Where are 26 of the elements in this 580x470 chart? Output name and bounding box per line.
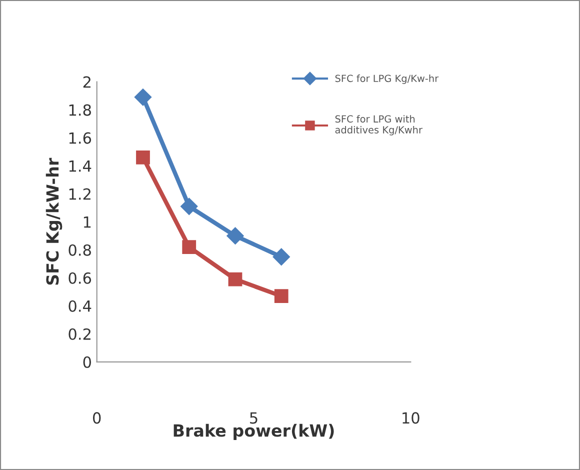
point [274,289,288,304]
y-tick-label: 1 [84,216,91,228]
x-tick-label: 10 [402,412,420,424]
legend-label: SFC for LPG with additives Kg/Kwhr [335,115,422,136]
y-tick-label: 1.6 [69,132,92,144]
x-tick-label: 5 [250,412,258,424]
point [136,150,150,164]
y-tick-label: 0.8 [68,244,91,256]
point [182,240,196,254]
y-tick-label: 0.4 [68,300,92,312]
y-tick-label: 0.6 [68,272,92,284]
legend-label: SFC for LPG Kg/Kw-hr [335,74,439,84]
point [134,88,152,106]
y-tick-label: 1.8 [69,104,91,116]
y-axis-title: SFC Kg/kW-hr [46,158,62,285]
point [228,272,242,286]
y-tick-label: 1.2 [69,188,90,200]
y-tick-label: 0.2 [68,328,90,340]
y-tick-label: 2 [83,76,90,88]
point [226,227,244,244]
x-axis-title: Brake power(kW) [174,424,334,440]
point [272,248,290,266]
x-tick-label: 0 [93,412,101,424]
point [180,198,198,215]
y-tick-label: 1.4 [69,160,92,172]
y-tick-label: 0 [83,356,91,368]
